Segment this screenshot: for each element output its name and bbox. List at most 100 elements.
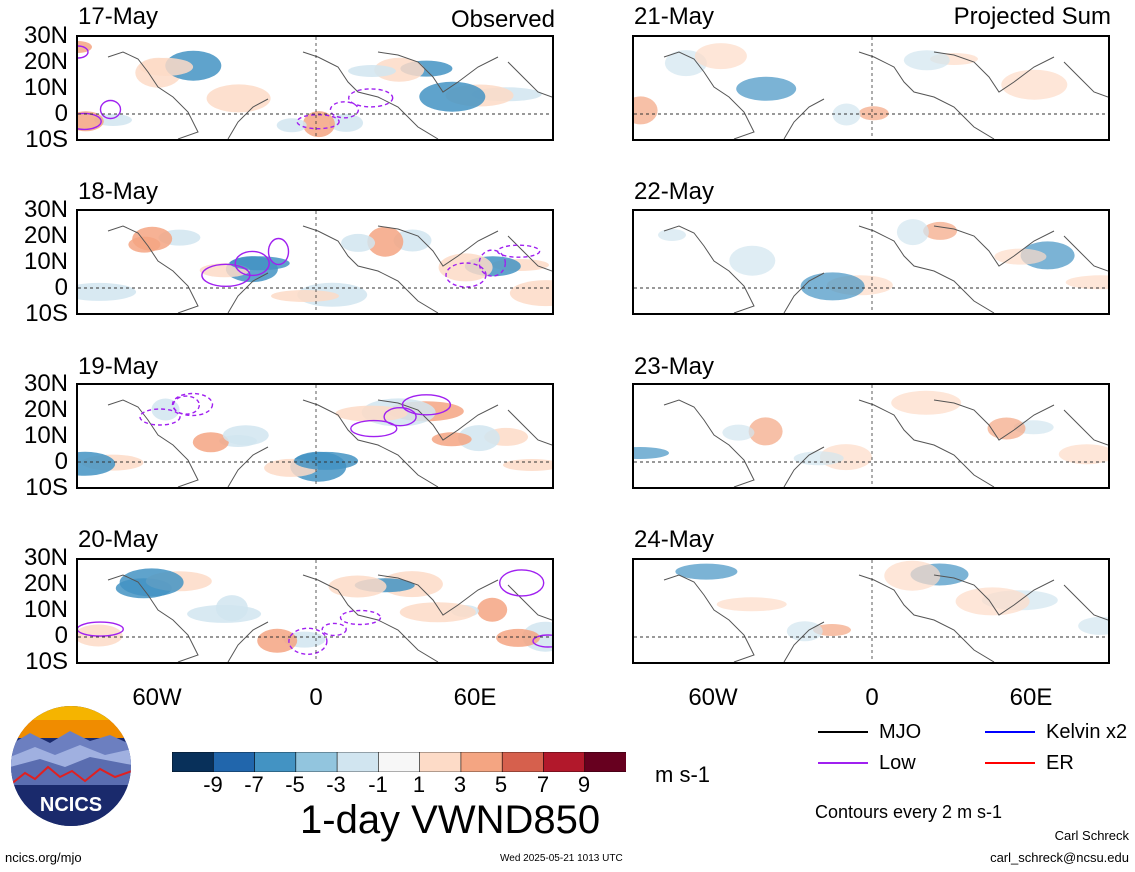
coastline xyxy=(302,399,439,487)
anomaly-shading xyxy=(431,432,472,447)
colorbar-tick: 5 xyxy=(494,772,508,797)
anomaly-shading xyxy=(503,459,552,471)
anomaly-shading xyxy=(634,96,658,125)
low-contour xyxy=(296,113,340,130)
legend-label-low: Low xyxy=(879,752,916,774)
email[interactable]: carl_schreck@ncsu.edu xyxy=(990,850,1129,865)
anomaly-shading xyxy=(658,229,686,241)
coastline xyxy=(302,51,439,139)
coastline xyxy=(507,61,552,98)
anomaly-shading xyxy=(139,57,194,76)
observed-header: Observed xyxy=(450,6,555,33)
anomaly-shading xyxy=(1078,616,1108,635)
low-contour xyxy=(401,394,452,416)
legend-label-er: ER xyxy=(1046,752,1074,774)
coastline xyxy=(302,574,439,662)
lon-label-60w-right: 60W xyxy=(688,684,738,711)
anomaly-shading xyxy=(215,595,248,622)
map-panel-observed-1 xyxy=(76,35,554,141)
coastline xyxy=(377,399,499,441)
coastline xyxy=(1063,584,1108,621)
anomaly-shading xyxy=(509,280,552,307)
lon-label-60e-right: 60E xyxy=(1009,684,1053,711)
coastline xyxy=(227,98,269,139)
low-contour xyxy=(139,408,181,426)
coastline xyxy=(507,409,552,446)
anomaly-shading xyxy=(78,282,137,301)
colorbar-tick: -7 xyxy=(244,772,264,797)
anomaly-shading xyxy=(374,57,425,82)
colorbar-swatch xyxy=(378,751,421,773)
anomaly-shading xyxy=(634,447,669,459)
anomaly-shading xyxy=(793,451,844,466)
anomaly-shading xyxy=(192,432,229,453)
low-contour xyxy=(350,419,398,438)
lat-label-10n: 10N xyxy=(23,248,68,275)
colorbar-swatch xyxy=(336,751,380,773)
date-label-projected-1: 21-May xyxy=(634,3,715,30)
coastline xyxy=(227,621,269,662)
lat-label-10n: 10N xyxy=(23,422,68,449)
anomaly-shading xyxy=(419,81,486,112)
colorbar-swatch xyxy=(254,751,297,773)
anomaly-shading xyxy=(748,417,783,446)
coastline xyxy=(377,574,499,616)
lat-label-eq: 0 xyxy=(54,274,68,301)
site-link[interactable]: ncics.org/mjo xyxy=(5,850,82,865)
anomaly-shading xyxy=(729,245,776,276)
anomaly-shading xyxy=(341,233,376,252)
colorbar-swatch xyxy=(295,751,338,773)
low-contour xyxy=(532,634,552,648)
lat-label-10s: 10S xyxy=(25,300,68,327)
timestamp: Wed 2025-05-21 1013 UTC xyxy=(500,853,623,864)
coastline xyxy=(858,51,995,139)
anomaly-shading xyxy=(858,106,889,121)
low-contour xyxy=(445,262,487,288)
anomaly-shading xyxy=(477,597,508,622)
coastline xyxy=(107,225,199,313)
anomaly-shading xyxy=(329,113,364,132)
legend-swatch-kelvin xyxy=(985,731,1035,733)
map-panel-projected-4 xyxy=(632,558,1110,664)
low-contour xyxy=(288,627,328,656)
coastline xyxy=(377,51,499,93)
coastline xyxy=(107,574,199,662)
lat-label-20n: 20N xyxy=(23,570,68,597)
anomaly-shading xyxy=(348,65,396,77)
anomaly-shading xyxy=(1058,444,1108,465)
anomaly-shading xyxy=(903,50,950,71)
date-label-observed-4: 20-May xyxy=(78,526,159,553)
date-label-observed-2: 18-May xyxy=(78,178,159,205)
anomaly-shading xyxy=(438,253,493,282)
colorbar-tick: 1 xyxy=(412,772,426,797)
coastline xyxy=(377,225,499,267)
coastline xyxy=(783,98,825,139)
anomaly-shading xyxy=(955,587,1030,616)
low-contour xyxy=(78,45,89,59)
anomaly-shading xyxy=(496,628,541,647)
anomaly-shading xyxy=(393,229,432,252)
low-contour xyxy=(478,249,506,277)
coastline xyxy=(933,574,1055,616)
anomaly-shading xyxy=(675,563,738,580)
coastline xyxy=(783,446,825,487)
low-contour xyxy=(383,407,417,427)
lat-label-20n: 20N xyxy=(23,396,68,423)
low-contour xyxy=(499,569,545,597)
coastline xyxy=(107,51,199,139)
colorbar-swatch xyxy=(212,751,256,773)
anomaly-shading xyxy=(923,221,958,240)
anomaly-shading xyxy=(800,272,865,301)
map-panel-projected-1 xyxy=(632,35,1110,141)
author: Carl Schreck xyxy=(1054,828,1129,843)
logo-text: NCICS xyxy=(40,794,102,816)
colorbar-tick: 7 xyxy=(536,772,550,797)
lat-label-10s: 10S xyxy=(25,474,68,501)
ncics-logo: NCICS xyxy=(10,705,132,827)
anomaly-shading xyxy=(399,602,476,623)
low-contour xyxy=(78,112,102,131)
colorbar-swatch xyxy=(419,751,462,773)
coastline xyxy=(663,51,755,139)
anomaly-shading xyxy=(229,256,290,271)
lat-label-20n: 20N xyxy=(23,48,68,75)
